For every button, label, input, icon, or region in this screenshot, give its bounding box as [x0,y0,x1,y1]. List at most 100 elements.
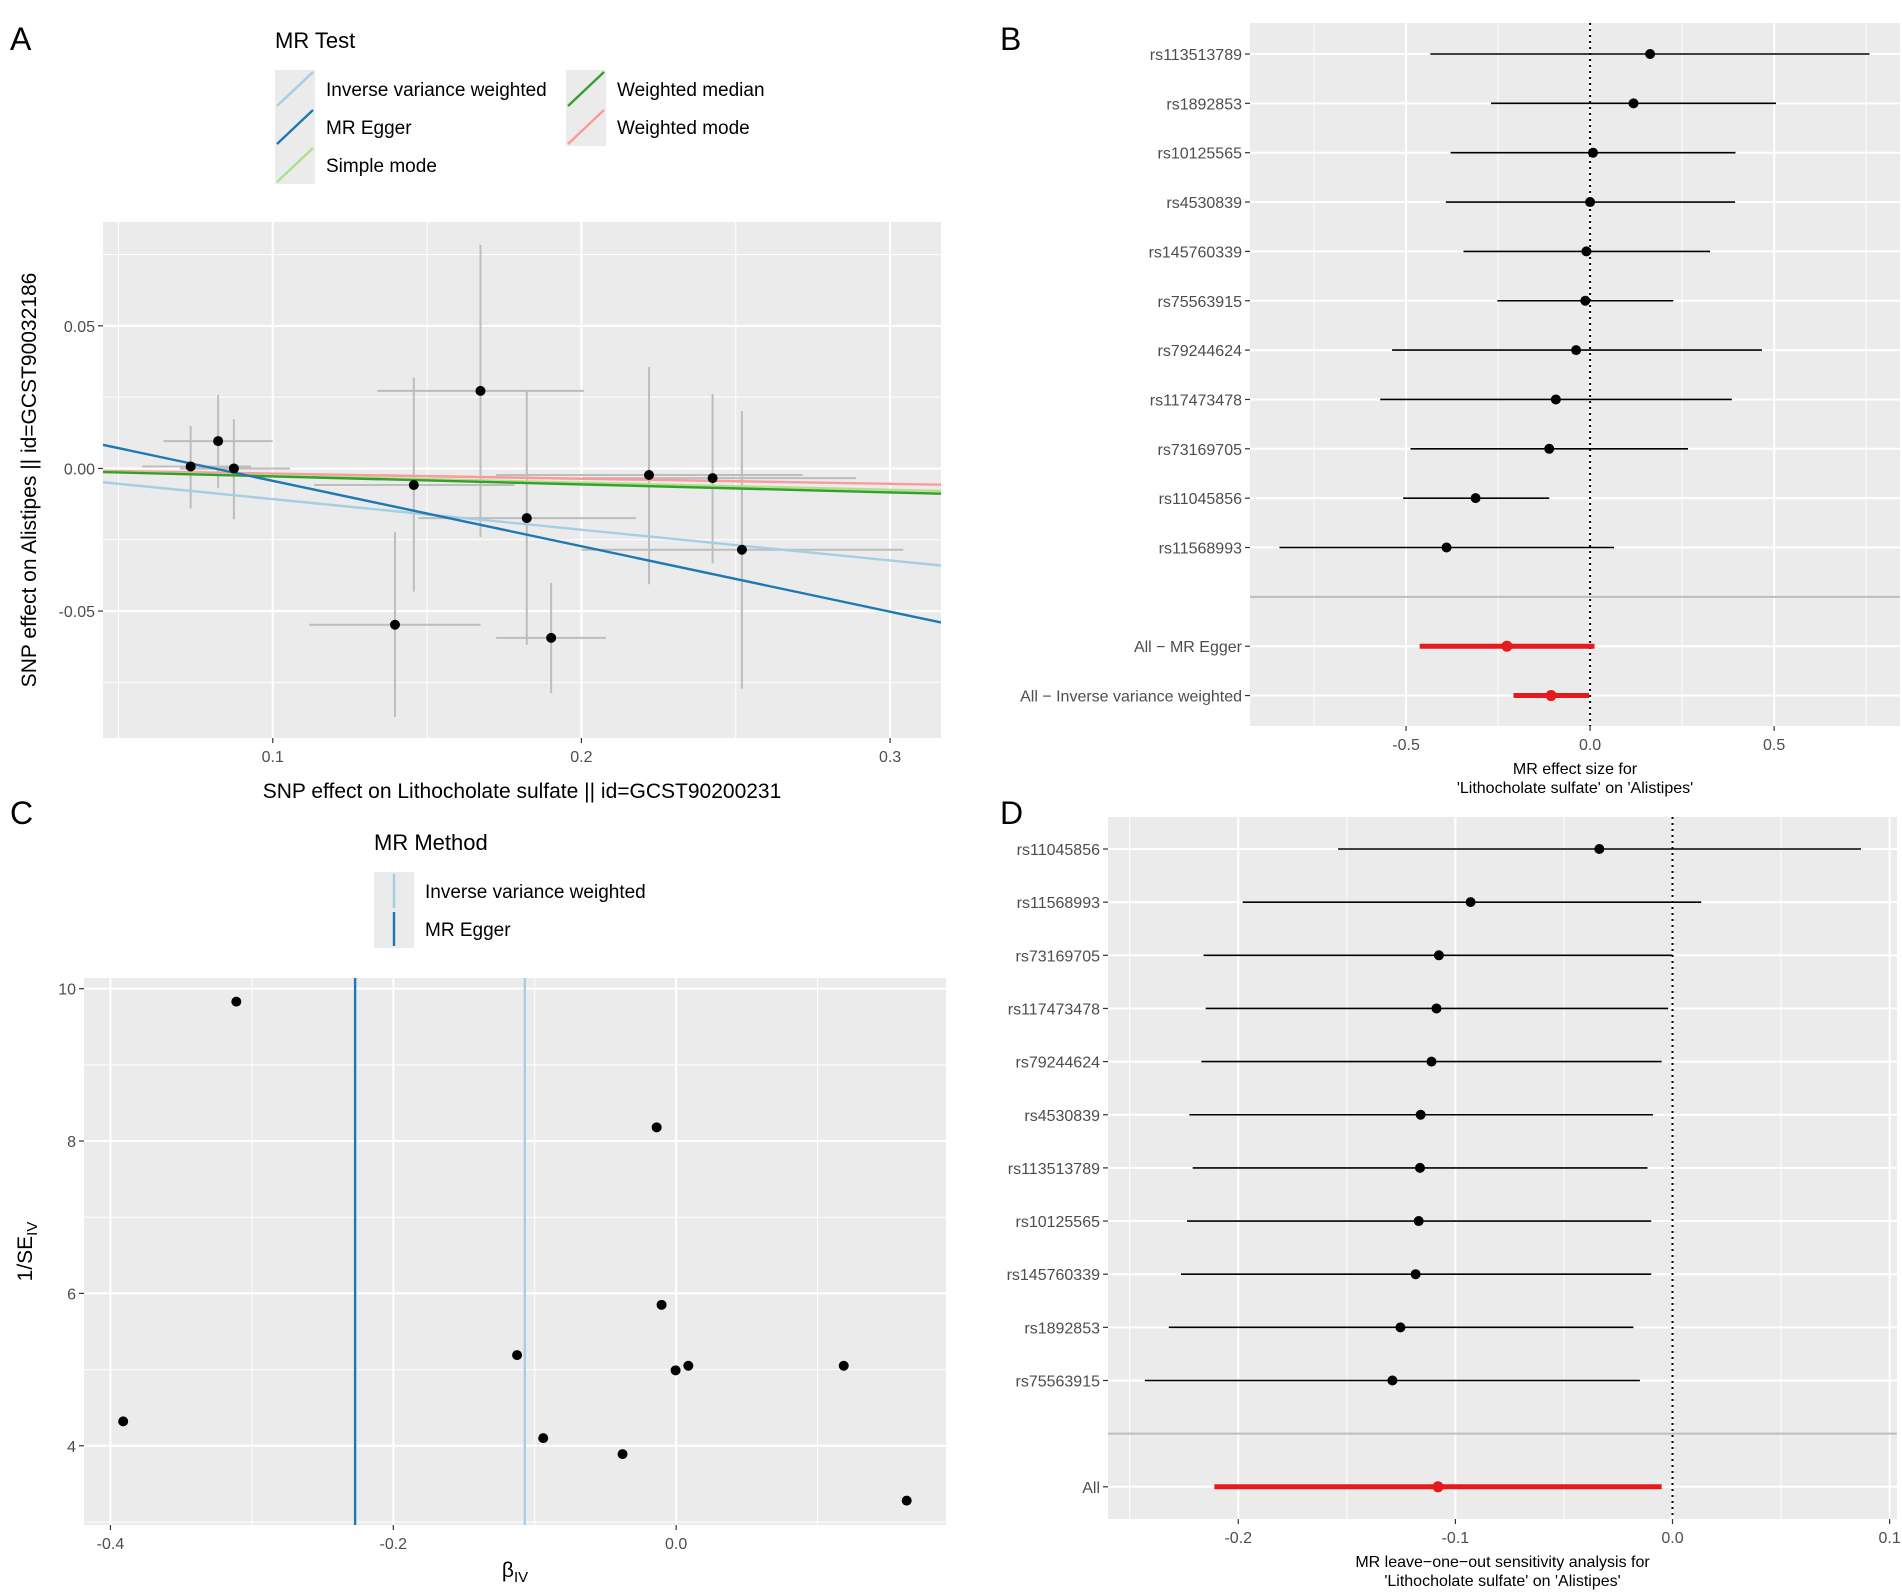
panel-label: A [10,21,32,57]
legend-label: Inverse variance weighted [425,882,646,903]
effect-estimate-point [1571,345,1582,356]
effect-estimate-point [1645,49,1656,59]
data-point [521,513,532,524]
plot-background [1250,23,1900,726]
x-axis-title-line-2: 'Lithocholate sulfate' on 'Alistipes' [1384,1573,1620,1590]
forest-row: rs73169705 [1157,442,1688,459]
snp-label: rs10125565 [1015,1214,1100,1231]
plot-background [84,978,946,1525]
plot-background [103,222,941,738]
legend-key-line [567,71,605,107]
effect-estimate-point [1594,844,1605,854]
plot-marks [103,244,941,717]
forest-row: rs1892853 [1166,96,1776,113]
panel-b: B -0.5 0.0 0.5 rs113513789 rs1892853 rs1012556… [1000,21,1900,797]
forest-row: rs11045856 [1017,842,1861,859]
x-tick-label: 0.0 [1661,1530,1683,1547]
regression-line-weighted-mode [103,469,941,486]
y-tick-label: 0.00 [64,461,95,478]
y-tick-label: 8 [67,1134,76,1151]
snp-label: rs11568993 [1159,541,1242,558]
forest-row: rs10125565 [1157,146,1736,163]
data-point [644,470,655,481]
effect-estimate-point [1580,295,1591,306]
forest-row: rs75563915 [1157,294,1674,311]
forest-row: rs11568993 [1159,541,1615,558]
effect-estimate-point [1465,897,1476,908]
data-point [185,461,196,472]
effect-estimate-point [1414,1162,1425,1173]
snp-label: rs145760339 [1007,1267,1101,1284]
forest-row: rs79244624 [1015,1055,1662,1072]
legend-label: MR Egger [425,920,511,941]
legend-key-line [567,109,605,145]
forest-summary-row: All − MR Egger [1134,639,1595,656]
forest-summary-row: All − Inverse variance weighted [1020,689,1589,706]
panel-d: D -0.2 -0.1 0.0 0.1 rs11045856 rs11568993 rs731… [1000,795,1901,1590]
data-point [546,632,557,643]
gridlines [103,222,941,738]
panel-a: A 0.1 0.2 0.3 -0.05 0.00 0.05 SNP effect on Lit… [10,21,941,803]
panel-label: D [1000,795,1023,831]
snp-label: rs73169705 [1015,948,1100,965]
forest-row: rs1892853 [1024,1320,1634,1337]
forest-row: rs79244624 [1157,343,1762,360]
legend: MR Test Inverse variance weighted MR Egger… [275,28,765,184]
legend-key-line [276,109,314,145]
forest-row: rs10125565 [1015,1214,1652,1231]
x-axis-title-line-1: MR effect size for [1513,761,1638,778]
gridlines [84,978,946,1525]
snp-label: rs4530839 [1166,195,1242,212]
data-point [651,1122,662,1133]
summary-estimate-point [1501,640,1513,652]
snp-label: rs11045856 [1159,491,1242,508]
snp-label: rs113513789 [1150,47,1242,64]
data-point [538,1433,549,1444]
data-point [408,479,419,490]
legend-label: MR Egger [326,118,412,139]
x-tick-label: 0.1 [1878,1530,1900,1547]
snp-label: rs75563915 [1157,294,1242,311]
effect-estimate-point [1413,1216,1424,1227]
data-point [670,1365,681,1376]
x-axis-title-main: β [502,1559,514,1582]
y-tick-label: -0.05 [59,604,96,621]
forest-row: rs73169705 [1015,948,1673,965]
effect-estimate-point [1544,443,1555,454]
x-tick-label: 0.5 [1763,737,1785,754]
snp-label: rs79244624 [1015,1055,1100,1072]
summary-label: All [1082,1480,1100,1497]
data-point [683,1360,694,1371]
data-point [231,996,242,1007]
legend-item: MR Egger [374,910,511,948]
snp-label: rs75563915 [1015,1374,1100,1391]
effect-estimate-point [1426,1056,1437,1067]
y-axis-title-subscript: IV [24,1222,41,1236]
plot-marks [118,978,912,1525]
data-point [213,436,224,447]
legend-label: Weighted mode [617,118,750,139]
data-point [389,619,400,630]
legend-item: Weighted median [566,70,765,108]
effect-estimate-point [1415,1109,1426,1120]
effect-estimate-point [1550,394,1561,405]
y-tick-label: 6 [67,1286,76,1303]
forest-row: rs113513789 [1008,1161,1648,1178]
snp-label: rs11045856 [1017,842,1100,859]
legend-item: Weighted mode [566,108,750,146]
x-axis-title-line-2: 'Lithocholate sulfate' on 'Alistipes' [1457,780,1693,797]
effect-estimate-point [1431,1003,1442,1014]
y-axis-title: SNP effect on Alistipes || id=GCST900321… [18,273,41,688]
effect-estimate-point [1387,1375,1398,1386]
y-tick-label: 4 [67,1439,76,1456]
forest-row: rs11568993 [1017,895,1702,912]
forest-row: rs4530839 [1166,195,1736,212]
y-axis-title-main: 1/SE [14,1236,37,1282]
y-tick-label: 0.05 [64,319,95,336]
effect-estimate-point [1395,1322,1406,1333]
legend-title: MR Method [374,830,488,855]
summary-label: All − Inverse variance weighted [1020,689,1242,706]
legend-label: Weighted median [617,80,765,101]
legend-title: MR Test [275,28,355,53]
legend-key-line [276,147,314,183]
